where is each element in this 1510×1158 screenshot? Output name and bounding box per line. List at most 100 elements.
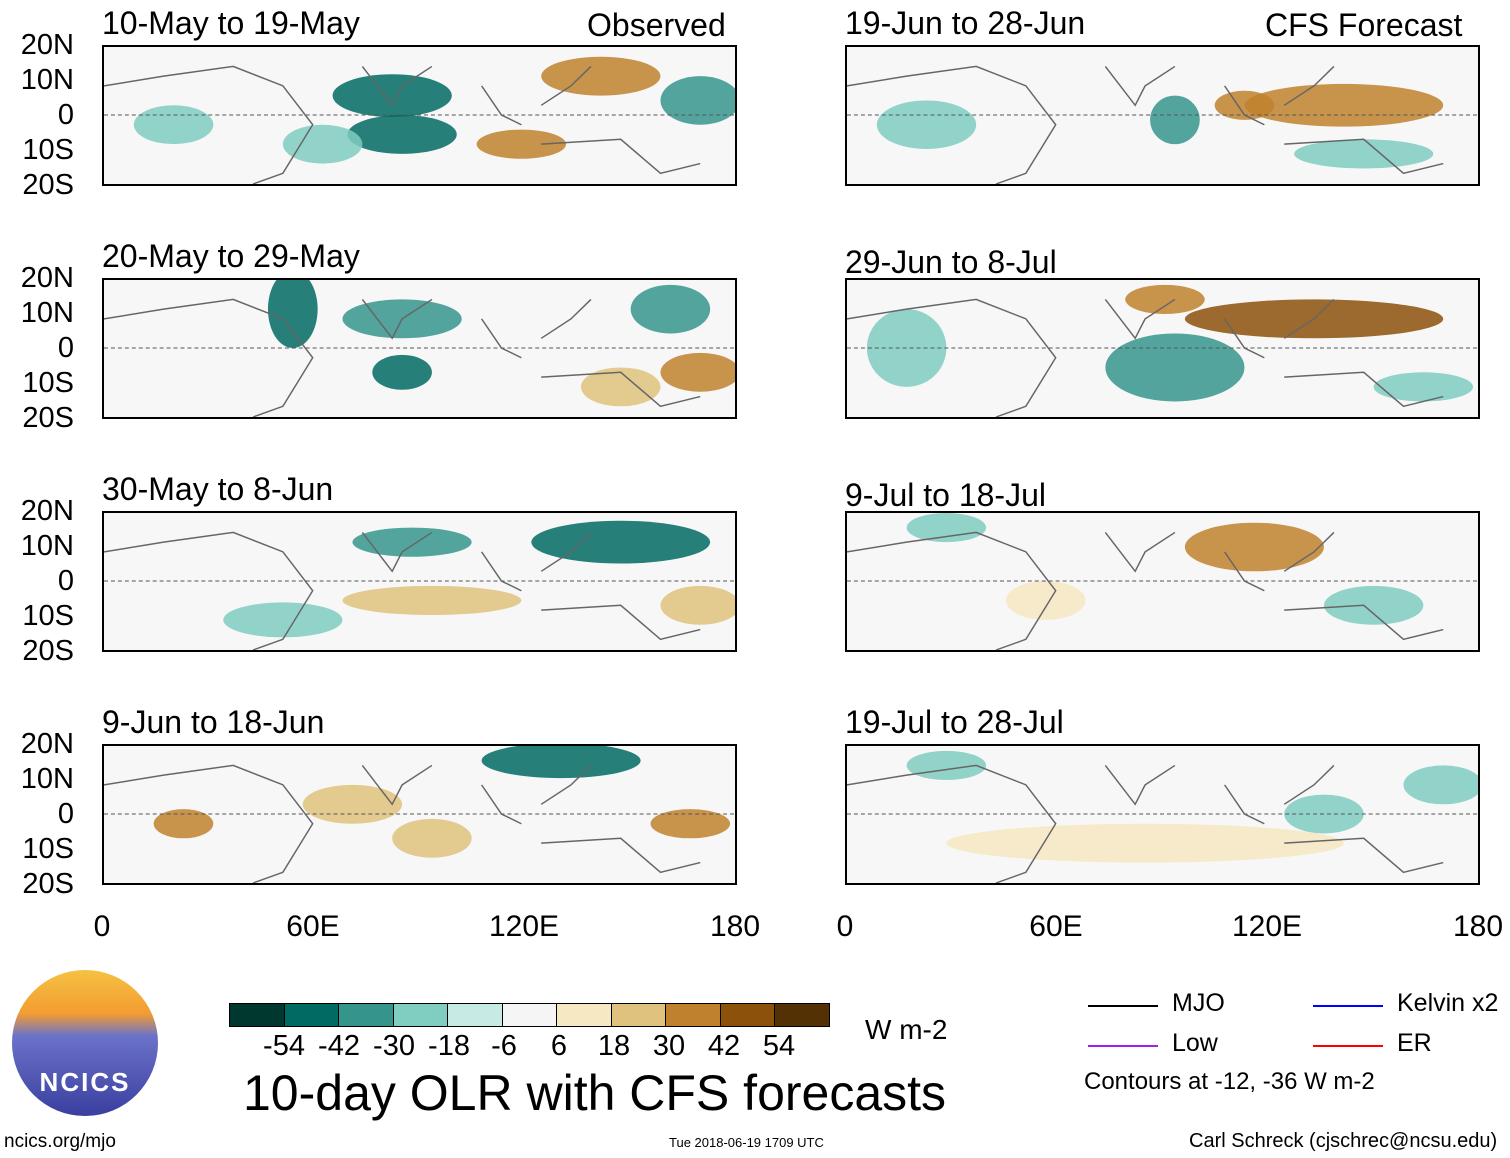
coastline [847, 531, 1444, 650]
lon-label: 180 [709, 910, 761, 943]
lat-label: 10S [22, 600, 74, 632]
lat-label: 10N [20, 64, 74, 96]
olr-anomaly-region [223, 602, 343, 638]
colorbar-swatch [339, 1004, 394, 1026]
lat-label: 0 [57, 99, 74, 131]
lat-label: 20N [20, 495, 74, 527]
footer-url[interactable]: ncics.org/mjo [4, 1131, 116, 1152]
olr-anomaly-region [1184, 522, 1324, 572]
lon-label: 180 [1452, 910, 1504, 943]
colorbar-label: 18 [597, 1030, 631, 1062]
lat-label: 10N [20, 530, 74, 562]
olr-anomaly-region [1150, 95, 1200, 145]
colorbar-swatch [284, 1004, 339, 1026]
lat-label: 20N [20, 29, 74, 61]
coastline [104, 764, 701, 883]
lat-label: 20N [20, 728, 74, 760]
ncics-logo: NCICS [12, 970, 158, 1116]
lat-label: 0 [57, 332, 74, 364]
olr-anomaly-region [352, 527, 472, 557]
colorbar-label: -6 [491, 1030, 517, 1062]
olr-anomaly-region [302, 784, 403, 824]
olr-anomaly-region [347, 115, 457, 154]
lat-label: 20S [22, 402, 74, 434]
colorbar-swatch [557, 1004, 612, 1026]
colorbar-swatch [720, 1004, 775, 1026]
olr-anomaly-region [541, 56, 661, 96]
olr-anomaly-region [481, 746, 641, 779]
olr-anomaly-region [531, 520, 711, 564]
colorbar-label: -42 [318, 1030, 360, 1062]
olr-map-panel [102, 511, 737, 652]
olr-map-panel [845, 278, 1480, 419]
panel-tag: Observed [587, 7, 726, 43]
lon-label: 120E [488, 910, 560, 943]
coastline [104, 65, 701, 184]
olr-anomaly-region [282, 124, 363, 164]
colorbar-label: 54 [762, 1030, 796, 1062]
legend-line [1313, 1005, 1383, 1007]
lat-label: 0 [57, 798, 74, 830]
olr-anomaly-region [342, 585, 522, 616]
olr-anomaly-region [1294, 139, 1434, 169]
colorbar-swatch [502, 1004, 557, 1026]
lat-label: 20S [22, 169, 74, 201]
colorbar-units: W m-2 [865, 1014, 948, 1045]
colorbar-label: 30 [652, 1030, 686, 1062]
lon-label: 60E [1029, 910, 1083, 943]
olr-anomaly-region [630, 284, 711, 334]
lat-label: 10N [20, 297, 74, 329]
olr-anomaly-region [660, 585, 735, 625]
olr-anomaly-region [876, 100, 977, 150]
colorbar [229, 1003, 830, 1027]
olr-anomaly-region [476, 129, 567, 159]
coastline [104, 298, 701, 417]
olr-anomaly-region [372, 354, 432, 390]
panel-title: 30-May to 8-Jun [102, 471, 334, 507]
panel-title: 10-May to 19-May [102, 5, 360, 41]
legend-line [1088, 1045, 1158, 1047]
lat-label: 20S [22, 635, 74, 667]
lat-label: 10N [20, 763, 74, 795]
lat-label: 0 [57, 565, 74, 597]
panel-title: 19-Jul to 28-Jul [845, 704, 1064, 740]
legend-line [1088, 1005, 1158, 1007]
footer-timestamp: Tue 2018-06-19 1709 UTC [669, 1135, 824, 1150]
lat-label: 10S [22, 134, 74, 166]
lat-label: 20S [22, 868, 74, 900]
lat-label: 20N [20, 262, 74, 294]
contour-note: Contours at -12, -36 W m-2 [1084, 1068, 1375, 1095]
panel-title: 9-Jun to 18-Jun [102, 704, 325, 740]
panel-title: 29-Jun to 8-Jul [845, 244, 1057, 280]
legend-label: ER [1397, 1029, 1432, 1057]
legend-label: Kelvin x2 [1397, 989, 1499, 1017]
colorbar-swatch [611, 1004, 666, 1026]
figure-title: 10-day OLR with CFS forecasts [243, 1065, 947, 1121]
lat-label: 10S [22, 833, 74, 865]
panel-tag: CFS Forecast [1265, 7, 1463, 43]
lon-label: 120E [1231, 910, 1303, 943]
olr-anomaly-region [153, 809, 214, 839]
olr-anomaly-region [1323, 585, 1424, 625]
olr-anomaly-region [946, 823, 1344, 863]
panel-title: 9-Jul to 18-Jul [845, 477, 1046, 513]
olr-map-panel [845, 744, 1480, 885]
olr-anomaly-region [580, 367, 661, 407]
lon-label: 60E [286, 910, 340, 943]
legend-line [1313, 1045, 1383, 1047]
olr-map-panel [845, 45, 1480, 186]
olr-anomaly-region [1244, 83, 1444, 127]
olr-anomaly-region [267, 280, 318, 349]
colorbar-swatch [666, 1004, 721, 1026]
colorbar-label: -18 [428, 1030, 470, 1062]
olr-anomaly-region [1105, 333, 1245, 402]
olr-anomaly-region [332, 74, 452, 117]
legend-label: Low [1172, 1029, 1218, 1057]
coastline [847, 298, 1444, 417]
olr-anomaly-region [1373, 372, 1474, 402]
olr-anomaly-region [1125, 284, 1205, 315]
coastline [847, 764, 1444, 883]
colorbar-swatch [775, 1004, 829, 1026]
coastline [104, 531, 701, 650]
lon-label: 0 [93, 910, 111, 943]
